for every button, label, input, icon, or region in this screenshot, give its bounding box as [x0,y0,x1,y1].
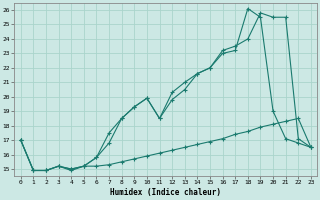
X-axis label: Humidex (Indice chaleur): Humidex (Indice chaleur) [110,188,221,197]
